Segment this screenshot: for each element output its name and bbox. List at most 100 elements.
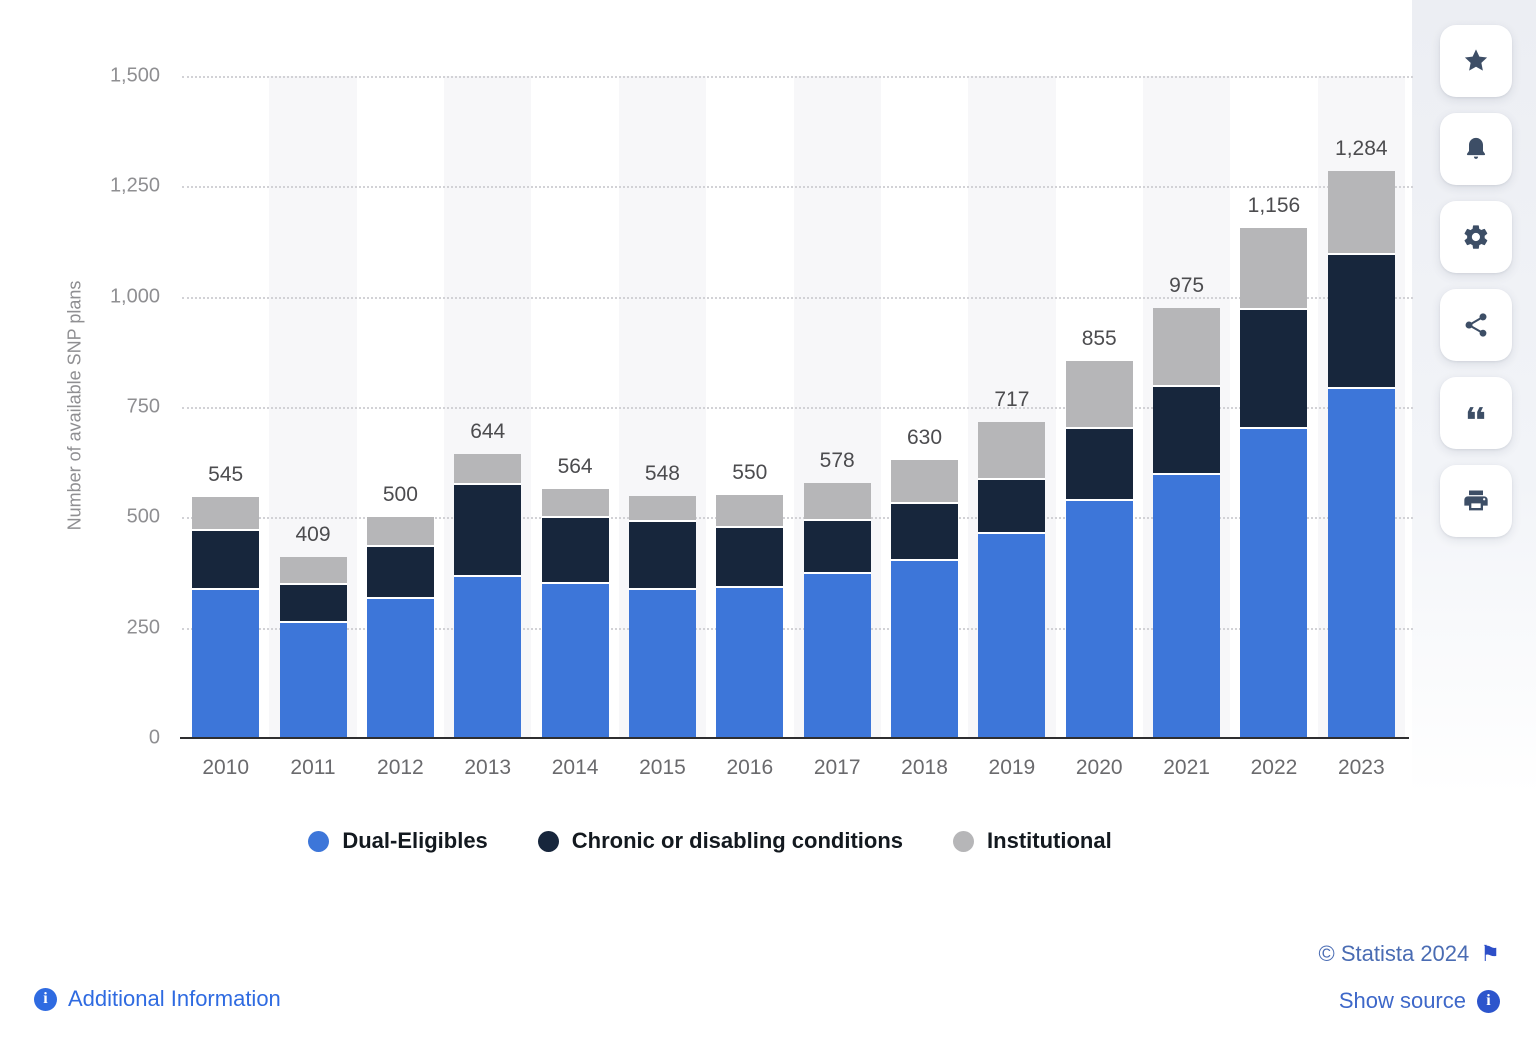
copyright-label: © Statista 2024	[1318, 941, 1470, 966]
bar-segment-chronic-or-disabling-conditions[interactable]	[192, 530, 260, 591]
bar-segment-chronic-or-disabling-conditions[interactable]	[716, 527, 784, 588]
bar-total-label: 578	[819, 448, 855, 472]
bar-segment-dual-eligibles[interactable]	[716, 587, 784, 738]
bar-segment-institutional[interactable]	[716, 495, 784, 528]
bar-total-label: 1,156	[1247, 193, 1301, 217]
bar-total-label: 975	[1169, 273, 1205, 297]
bar-segment-chronic-or-disabling-conditions[interactable]	[366, 547, 434, 600]
bar-segment-chronic-or-disabling-conditions[interactable]	[1153, 386, 1221, 475]
bar-segment-chronic-or-disabling-conditions[interactable]	[454, 485, 522, 577]
bar-total-label: 545	[208, 463, 244, 487]
cite-button[interactable]	[1440, 377, 1512, 449]
chart-legend: Dual-Eligibles Chronic or disabling condi…	[0, 828, 1420, 854]
bar-segment-chronic-or-disabling-conditions[interactable]	[1065, 429, 1133, 501]
additional-information-link[interactable]: i Additional Information	[34, 986, 281, 1012]
bar-segment-dual-eligibles[interactable]	[1065, 500, 1133, 738]
bar-segment-dual-eligibles[interactable]	[803, 573, 871, 738]
bar-segment-dual-eligibles[interactable]	[1327, 389, 1395, 738]
bar-segment-dual-eligibles[interactable]	[541, 583, 609, 738]
quote-icon	[1467, 407, 1485, 419]
legend-item[interactable]: Chronic or disabling conditions	[537, 828, 903, 854]
y-tick-label: 1,250	[109, 174, 160, 197]
bar-segment-institutional[interactable]	[454, 453, 522, 486]
bar-segment-chronic-or-disabling-conditions[interactable]	[279, 584, 347, 624]
legend-swatch-icon	[953, 830, 975, 852]
bar-total-label: 564	[557, 455, 593, 479]
x-tick-label: 2023	[1337, 756, 1385, 779]
bar-segment-institutional[interactable]	[279, 557, 347, 585]
info-icon: i	[34, 987, 57, 1011]
y-tick-label: 1,000	[109, 285, 160, 308]
legend-label: Institutional	[987, 828, 1112, 853]
bar-total-label: 500	[382, 483, 418, 507]
y-gridline	[182, 517, 1413, 520]
bar-segment-dual-eligibles[interactable]	[1153, 474, 1221, 738]
bar-segment-chronic-or-disabling-conditions[interactable]	[1240, 309, 1308, 430]
printer-icon	[1464, 490, 1488, 511]
x-tick-label: 2015	[639, 756, 686, 779]
legend-swatch-icon	[308, 830, 330, 852]
bar-segment-dual-eligibles[interactable]	[1240, 429, 1308, 738]
x-tick-label: 2016	[726, 756, 774, 779]
bar-segment-dual-eligibles[interactable]	[891, 561, 959, 738]
bar-segment-institutional[interactable]	[1327, 171, 1395, 255]
show-source-link[interactable]: Show source i	[1339, 988, 1500, 1014]
y-gridline	[182, 186, 1413, 189]
settings-button[interactable]	[1440, 201, 1512, 273]
bar-segment-dual-eligibles[interactable]	[192, 590, 260, 738]
bar-segment-dual-eligibles[interactable]	[279, 623, 347, 738]
share-icon	[1465, 313, 1487, 337]
bar-segment-chronic-or-disabling-conditions[interactable]	[1327, 254, 1395, 390]
bar-segment-dual-eligibles[interactable]	[628, 590, 696, 738]
bar-segment-chronic-or-disabling-conditions[interactable]	[541, 518, 609, 584]
x-tick-label: 2020	[1075, 756, 1123, 779]
bar-segment-institutional[interactable]	[628, 496, 696, 523]
x-axis-line	[180, 737, 1409, 739]
bar-segment-institutional[interactable]	[803, 482, 871, 522]
bar-segment-institutional[interactable]	[192, 497, 260, 531]
print-button[interactable]	[1440, 465, 1512, 537]
bar-segment-dual-eligibles[interactable]	[454, 576, 522, 738]
legend-swatch-icon	[537, 830, 559, 852]
bar-total-label: 855	[1081, 326, 1117, 350]
bar-total-label: 644	[470, 419, 506, 443]
legend-item[interactable]: Dual-Eligibles	[308, 828, 488, 854]
x-tick-label: 2012	[377, 756, 424, 779]
x-tick-label: 2011	[290, 756, 336, 779]
y-tick-label: 750	[126, 395, 160, 418]
x-tick-label: 2019	[988, 756, 1036, 779]
bar-segment-institutional[interactable]	[891, 459, 959, 505]
bar-total-label: 409	[295, 523, 331, 547]
y-tick-label: 500	[126, 505, 160, 528]
bar-segment-institutional[interactable]	[1240, 227, 1308, 310]
additional-information-label: Additional Information	[68, 986, 281, 1011]
bar-segment-institutional[interactable]	[1153, 307, 1221, 387]
y-tick-label: 250	[126, 616, 160, 639]
bar-segment-chronic-or-disabling-conditions[interactable]	[891, 504, 959, 562]
bar-total-label: 630	[906, 425, 943, 449]
y-gridline	[182, 627, 1413, 630]
x-tick-label: 2022	[1250, 756, 1298, 779]
y-tick-label: 1,500	[109, 64, 160, 87]
copyright-link[interactable]: © Statista 2024 ⚑	[1319, 941, 1500, 967]
bar-segment-chronic-or-disabling-conditions[interactable]	[803, 521, 871, 574]
bar-segment-institutional[interactable]	[366, 517, 434, 548]
y-gridline	[182, 76, 1413, 78]
bar-segment-institutional[interactable]	[541, 489, 609, 519]
share-button[interactable]	[1440, 289, 1512, 361]
bar-segment-chronic-or-disabling-conditions[interactable]	[628, 522, 696, 591]
notifications-button[interactable]	[1440, 113, 1512, 185]
legend-item[interactable]: Institutional	[953, 828, 1112, 854]
y-tick-label: 0	[148, 726, 160, 749]
bar-segment-chronic-or-disabling-conditions[interactable]	[978, 479, 1046, 535]
bar-segment-dual-eligibles[interactable]	[978, 534, 1046, 738]
y-gridline	[182, 407, 1413, 409]
legend-label: Dual-Eligibles	[342, 828, 488, 853]
favorite-button[interactable]	[1440, 25, 1512, 97]
gear-icon	[1464, 225, 1488, 249]
bar-segment-dual-eligibles[interactable]	[366, 599, 434, 738]
bar-segment-institutional[interactable]	[1065, 360, 1133, 430]
x-tick-label: 2013	[464, 756, 512, 779]
bar-segment-institutional[interactable]	[978, 421, 1046, 480]
